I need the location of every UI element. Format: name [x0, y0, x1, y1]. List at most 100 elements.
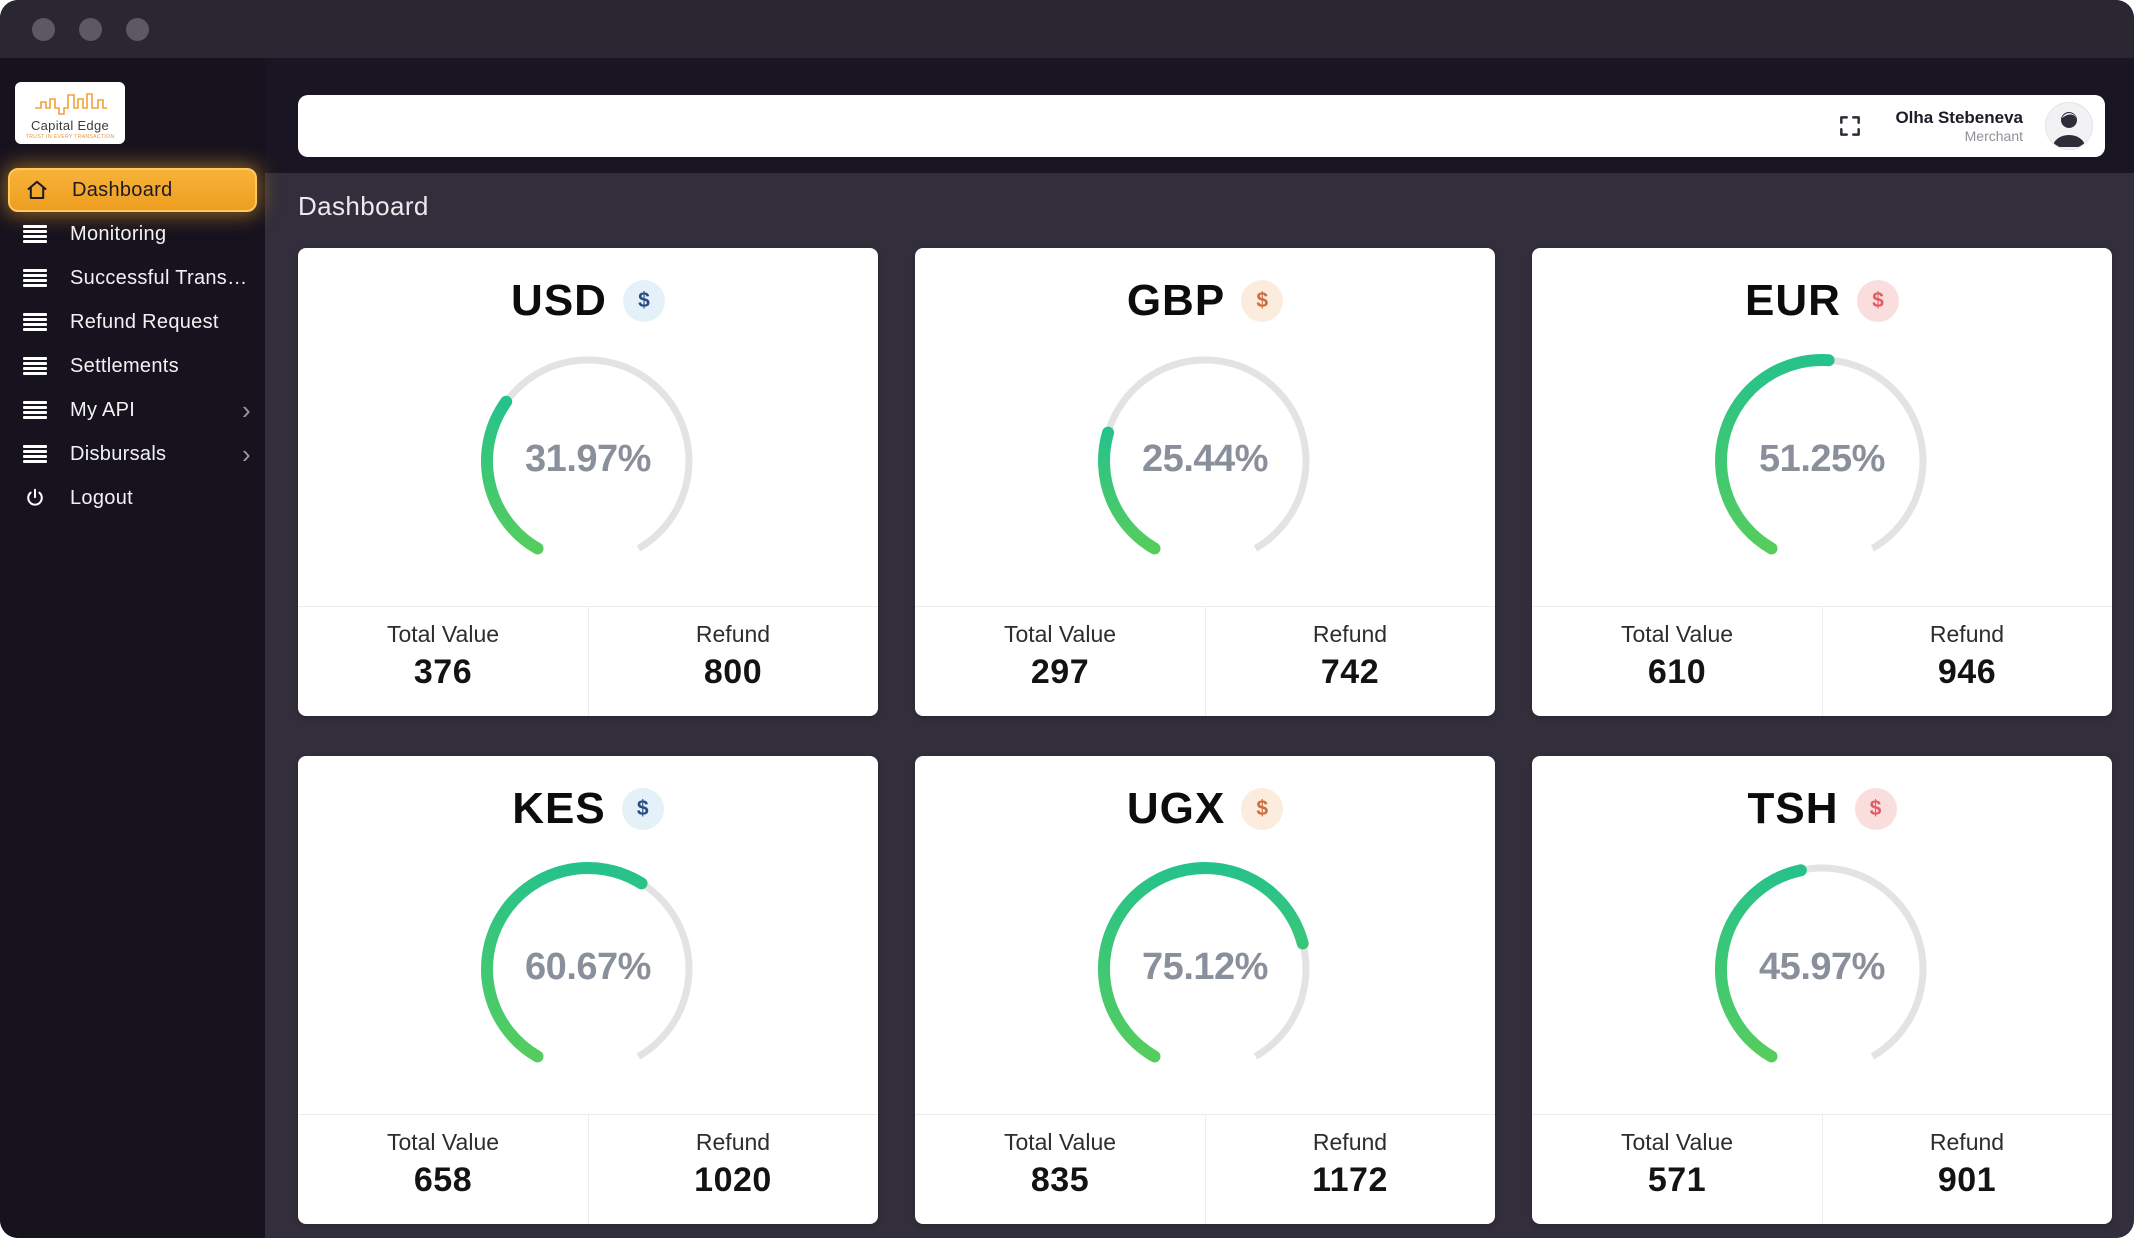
currency-card: UGX $ 75.12% Total Value 835 Refund 1172 [915, 756, 1495, 1224]
gauge-percent: 75.12% [1142, 945, 1268, 988]
total-value-block: Total Value 658 [298, 1115, 588, 1200]
sidebar-nav: Dashboard Monitoring Successful Transact… [0, 168, 265, 520]
dollar-icon: $ [1872, 289, 1884, 312]
card-header: USD $ [298, 248, 878, 326]
sidebar-item-settlements[interactable]: Settlements [0, 344, 265, 388]
progress-gauge: 25.44% [1090, 346, 1320, 576]
refund-value: 742 [1320, 653, 1380, 691]
gauge-percent: 51.25% [1759, 437, 1885, 480]
dollar-icon: $ [636, 797, 649, 820]
currency-dollar-badge: $ [1241, 280, 1284, 322]
sidebar-item-refund-request[interactable]: Refund Request [0, 300, 265, 344]
total-value-block: Total Value 376 [298, 607, 588, 692]
refund-value: 946 [1937, 653, 1997, 691]
sidebar-item-my-api[interactable]: My API › [0, 388, 265, 432]
sidebar-item-label: Logout [70, 486, 133, 509]
window-titlebar [0, 0, 2134, 58]
refund-block: Refund 800 [588, 607, 878, 692]
window-control-dot[interactable] [126, 17, 149, 41]
sidebar-item-label: Dashboard [72, 178, 173, 201]
sidebar-item-successful-transactions[interactable]: Successful Transact... [0, 256, 265, 300]
refund-value: 901 [1937, 1161, 1997, 1199]
logo-chart-icon [35, 92, 107, 115]
gauge-progress [1098, 426, 1161, 555]
refund-value: 1172 [1312, 1161, 1388, 1199]
card-footer: Total Value 658 Refund 1020 [298, 1114, 878, 1224]
fullscreen-icon[interactable] [1835, 111, 1865, 141]
avatar[interactable] [2045, 102, 2093, 150]
refund-value: 800 [703, 653, 763, 691]
refund-label: Refund [1929, 1129, 2005, 1155]
progress-gauge: 60.67% [473, 854, 703, 1084]
sidebar-item-dashboard[interactable]: Dashboard [8, 168, 257, 212]
currency-code: EUR [1745, 276, 1841, 325]
total-value: 610 [1647, 653, 1707, 691]
gauge-percent: 60.67% [525, 945, 651, 988]
power-icon [22, 488, 48, 507]
sidebar-item-logout[interactable]: Logout [0, 476, 265, 520]
total-value-label: Total Value [1620, 1129, 1734, 1155]
refund-block: Refund 1020 [588, 1115, 878, 1200]
dollar-icon: $ [638, 289, 650, 312]
card-footer: Total Value 835 Refund 1172 [915, 1114, 1495, 1224]
home-icon [24, 180, 50, 199]
currency-cards-grid: USD $ 31.97% Total Value 376 Refund 800 … [298, 248, 2112, 1224]
sidebar-item-monitoring[interactable]: Monitoring [0, 212, 265, 256]
refund-label: Refund [695, 1129, 771, 1155]
list-icon [22, 401, 48, 419]
currency-code: UGX [1126, 784, 1226, 833]
gauge-percent: 31.97% [525, 437, 651, 480]
dollar-icon: $ [1256, 797, 1269, 820]
refund-label: Refund [695, 621, 771, 647]
refund-value: 1020 [694, 1161, 772, 1199]
progress-gauge: 31.97% [473, 346, 703, 576]
total-value-block: Total Value 835 [915, 1115, 1205, 1200]
gauge-progress [1715, 864, 1807, 1063]
refund-block: Refund 946 [1822, 607, 2112, 692]
window-control-dot[interactable] [32, 17, 55, 41]
window-control-dot[interactable] [79, 17, 102, 41]
total-value-label: Total Value [386, 621, 500, 647]
currency-dollar-badge: $ [621, 788, 664, 830]
gauge-progress [481, 862, 648, 1063]
currency-code: USD [511, 276, 607, 325]
topbar-strip: Olha Stebeneva Merchant [265, 58, 2134, 173]
footer-divider [1822, 607, 1823, 716]
sidebar-item-label: Refund Request [70, 310, 219, 333]
currency-card: EUR $ 51.25% Total Value 610 Refund 946 [1532, 248, 2112, 716]
gauge-percent: 25.44% [1142, 437, 1268, 480]
sidebar-item-label: My API [70, 398, 136, 421]
total-value: 376 [413, 653, 473, 691]
total-value-block: Total Value 297 [915, 607, 1205, 692]
sidebar-item-disbursals[interactable]: Disbursals › [0, 432, 265, 476]
currency-card: KES $ 60.67% Total Value 658 Refund 1020 [298, 756, 878, 1224]
card-header: KES $ [298, 756, 878, 834]
app-logo: Capital Edge TRUST IN EVERY TRANSACTION [15, 82, 125, 144]
footer-divider [588, 607, 589, 716]
sidebar-item-label: Settlements [70, 354, 179, 377]
progress-gauge: 75.12% [1090, 854, 1320, 1084]
currency-dollar-badge: $ [1241, 788, 1284, 830]
total-value: 571 [1647, 1161, 1707, 1199]
sidebar-item-label: Successful Transact... [70, 266, 251, 289]
card-header: EUR $ [1532, 248, 2112, 326]
total-value-label: Total Value [1003, 1129, 1117, 1155]
refund-label: Refund [1312, 1129, 1388, 1155]
footer-divider [588, 1115, 589, 1224]
sidebar-item-label: Disbursals [70, 442, 167, 465]
total-value: 835 [1030, 1161, 1090, 1199]
topbar: Olha Stebeneva Merchant [298, 95, 2105, 157]
total-value: 297 [1030, 653, 1090, 691]
total-value-label: Total Value [1620, 621, 1734, 647]
card-header: GBP $ [915, 248, 1495, 326]
dollar-icon: $ [1869, 797, 1882, 820]
refund-label: Refund [1929, 621, 2005, 647]
logo-tagline: TRUST IN EVERY TRANSACTION [25, 133, 115, 140]
currency-card: USD $ 31.97% Total Value 376 Refund 800 [298, 248, 878, 716]
total-value-label: Total Value [1003, 621, 1117, 647]
total-value-block: Total Value 610 [1532, 607, 1822, 692]
progress-gauge: 51.25% [1707, 346, 1937, 576]
currency-code: GBP [1126, 276, 1226, 325]
total-value-block: Total Value 571 [1532, 1115, 1822, 1200]
